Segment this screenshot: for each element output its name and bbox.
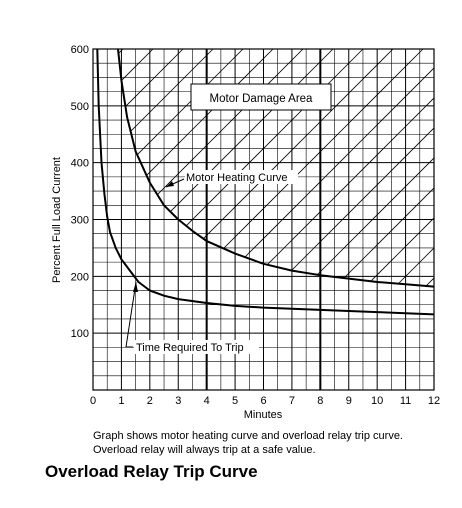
x-tick-label: 9 — [346, 395, 352, 407]
x-tick-label: 7 — [289, 395, 295, 407]
x-tick-label: 8 — [317, 395, 323, 407]
chart-title: Overload Relay Trip Curve — [45, 462, 258, 481]
trip-label-bg — [134, 340, 259, 354]
x-tick-label: 3 — [175, 395, 181, 407]
motor-heating-curve — [117, 49, 434, 288]
hatch-line — [442, 49, 462, 390]
x-tick-label: 2 — [147, 395, 153, 407]
trip-curve-label: Time Required To Trip — [136, 342, 244, 354]
heating-curve-label: Motor Heating Curve — [186, 172, 288, 184]
x-tick-label: 11 — [400, 395, 411, 407]
x-tick-label: 10 — [371, 395, 383, 407]
trip-callout-arrow — [133, 282, 138, 292]
plot-frame — [92, 48, 435, 391]
heating-label-bg — [185, 170, 298, 184]
y-tick-label: 600 — [71, 44, 89, 56]
x-tick-label: 6 — [260, 395, 266, 407]
y-tick-label: 300 — [71, 215, 89, 227]
x-tick-label: 1 — [118, 395, 124, 407]
y-tick-label: 200 — [71, 271, 89, 283]
x-tick-label: 12 — [428, 395, 440, 407]
y-tick-label: 400 — [71, 158, 89, 170]
trip-callout-line — [125, 281, 137, 348]
series-group — [96, 49, 434, 316]
caption-line-2: Overload relay will always trip at a saf… — [93, 444, 316, 456]
x-tick-label: 4 — [204, 395, 210, 407]
x-tick-label: 0 — [90, 395, 96, 407]
y-tick-label: 100 — [71, 328, 89, 340]
x-axis-title: Minutes — [244, 409, 283, 421]
y-axis-title: Percent Full Load Current — [51, 157, 63, 283]
heating-callout-arrow — [166, 181, 174, 187]
caption-line-1: Graph shows motor heating curve and over… — [93, 430, 403, 442]
y-tick-label: 500 — [71, 101, 89, 113]
x-tick-label: 5 — [232, 395, 238, 407]
trip-time-curve — [96, 49, 434, 316]
chart-caption: Graph shows motor heating curve and over… — [93, 429, 403, 457]
damage-area-label: Motor Damage Area — [210, 93, 314, 105]
damage-area-label-box — [190, 83, 332, 111]
